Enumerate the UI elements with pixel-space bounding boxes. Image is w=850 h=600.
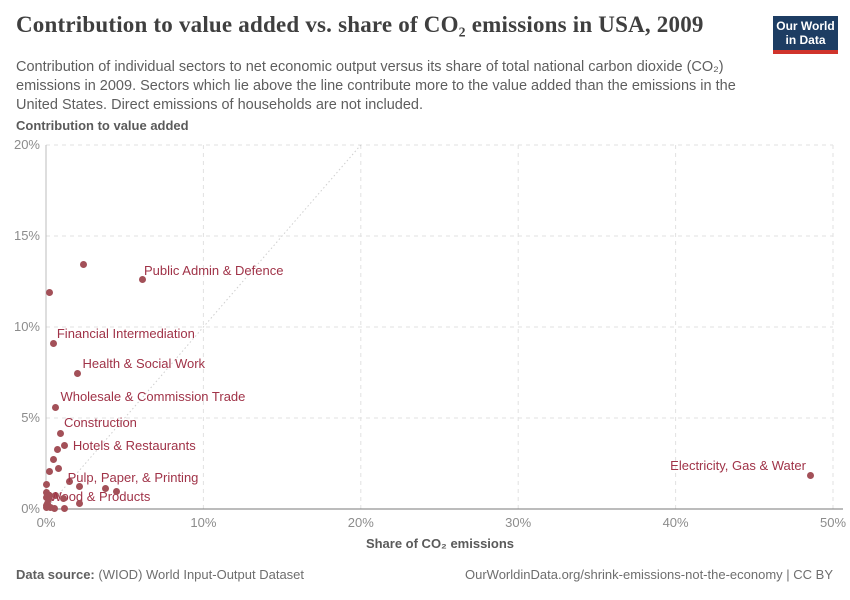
point-label-pulp-paper-printing[interactable]: Pulp, Paper, & Printing (67, 469, 199, 485)
chart-subtitle: Contribution of individual sectors to ne… (16, 59, 736, 113)
point-label-financial-intermediation[interactable]: Financial Intermediation (56, 326, 195, 342)
scatter-point[interactable] (45, 288, 53, 296)
x-tick-10%: 10% (190, 515, 217, 530)
scatter-point-wood-products[interactable] (51, 491, 59, 499)
scatter-point[interactable] (49, 456, 57, 464)
y-tick-5%: 5% (21, 410, 40, 425)
credit-link[interactable]: OurWorldinData.org/shrink-emissions-not-… (465, 567, 833, 582)
point-label-health-social-work[interactable]: Health & Social Work (82, 356, 206, 372)
scatter-point-health-social-work[interactable] (73, 369, 81, 377)
data-source-value: (WIOD) World Input-Output Dataset (94, 567, 305, 582)
point-label-hotels-restaurants[interactable]: Hotels & Restaurants (72, 438, 196, 454)
scatter-point[interactable] (75, 500, 83, 508)
scatter-point[interactable] (102, 484, 110, 492)
scatter-point[interactable] (75, 482, 83, 490)
scatter-point[interactable] (47, 503, 55, 511)
x-tick-50%: 50% (819, 515, 847, 530)
point-label-wholesale-commission-trade[interactable]: Wholesale & Commission Trade (60, 389, 246, 405)
scatter-point[interactable] (44, 496, 52, 504)
x-tick-20%: 20% (347, 515, 374, 530)
chart-footer: Data source: (WIOD) World Input-Output D… (16, 567, 833, 582)
scatter-point[interactable] (53, 446, 61, 454)
scatter-point[interactable] (43, 480, 51, 488)
scatter-point-construction[interactable] (57, 429, 65, 437)
scatter-point[interactable] (51, 504, 59, 512)
scatter-point-hotels-restaurants[interactable] (61, 441, 69, 449)
x-axis-title: Share of CO₂ emissions (365, 536, 515, 551)
y-tick-20%: 20% (13, 137, 40, 152)
scatter-point[interactable] (55, 464, 63, 472)
scatter-point[interactable] (59, 494, 67, 502)
y-tick-15%: 15% (13, 228, 40, 243)
scatter-point-pulp-paper-printing[interactable] (66, 478, 74, 486)
y-tick-10%: 10% (13, 319, 40, 334)
owid-logo-line2: in Data (785, 33, 826, 47)
y-tick-0%: 0% (21, 501, 40, 516)
y-axis-title: Contribution to value added (16, 118, 189, 133)
data-source-label: Data source: (16, 567, 95, 582)
scatter-point-financial-intermediation[interactable] (50, 339, 58, 347)
page-title: Contribution to value added vs. share of… (16, 12, 704, 37)
point-label-wood-products[interactable]: Wood & Products (49, 489, 151, 505)
scatter-point[interactable] (113, 488, 121, 496)
point-label-public-admin-defence[interactable]: Public Admin & Defence (144, 262, 284, 278)
scatter-point[interactable] (46, 491, 54, 499)
scatter-point[interactable] (42, 504, 50, 512)
x-tick-30%: 30% (505, 515, 532, 530)
x-tick-0%: 0% (36, 515, 56, 530)
scatter-point-wholesale-commission-trade[interactable] (51, 403, 59, 411)
scatter-point-electricity-gas-water[interactable] (807, 471, 815, 479)
point-label-construction[interactable]: Construction (63, 415, 137, 431)
scatter-point-public-admin-defence[interactable] (138, 276, 146, 284)
owid-logo[interactable]: Our World in Data (773, 16, 838, 54)
scatter-point[interactable] (45, 468, 53, 476)
identity-line (45, 144, 362, 510)
owid-logo-line1: Our World (776, 19, 835, 33)
data-source: Data source: (WIOD) World Input-Output D… (16, 567, 304, 582)
x-tick-40%: 40% (662, 515, 689, 530)
scatter-point[interactable] (80, 260, 88, 268)
scatter-point[interactable] (61, 504, 69, 512)
point-label-electricity-gas-water[interactable]: Electricity, Gas & Water (670, 458, 806, 474)
